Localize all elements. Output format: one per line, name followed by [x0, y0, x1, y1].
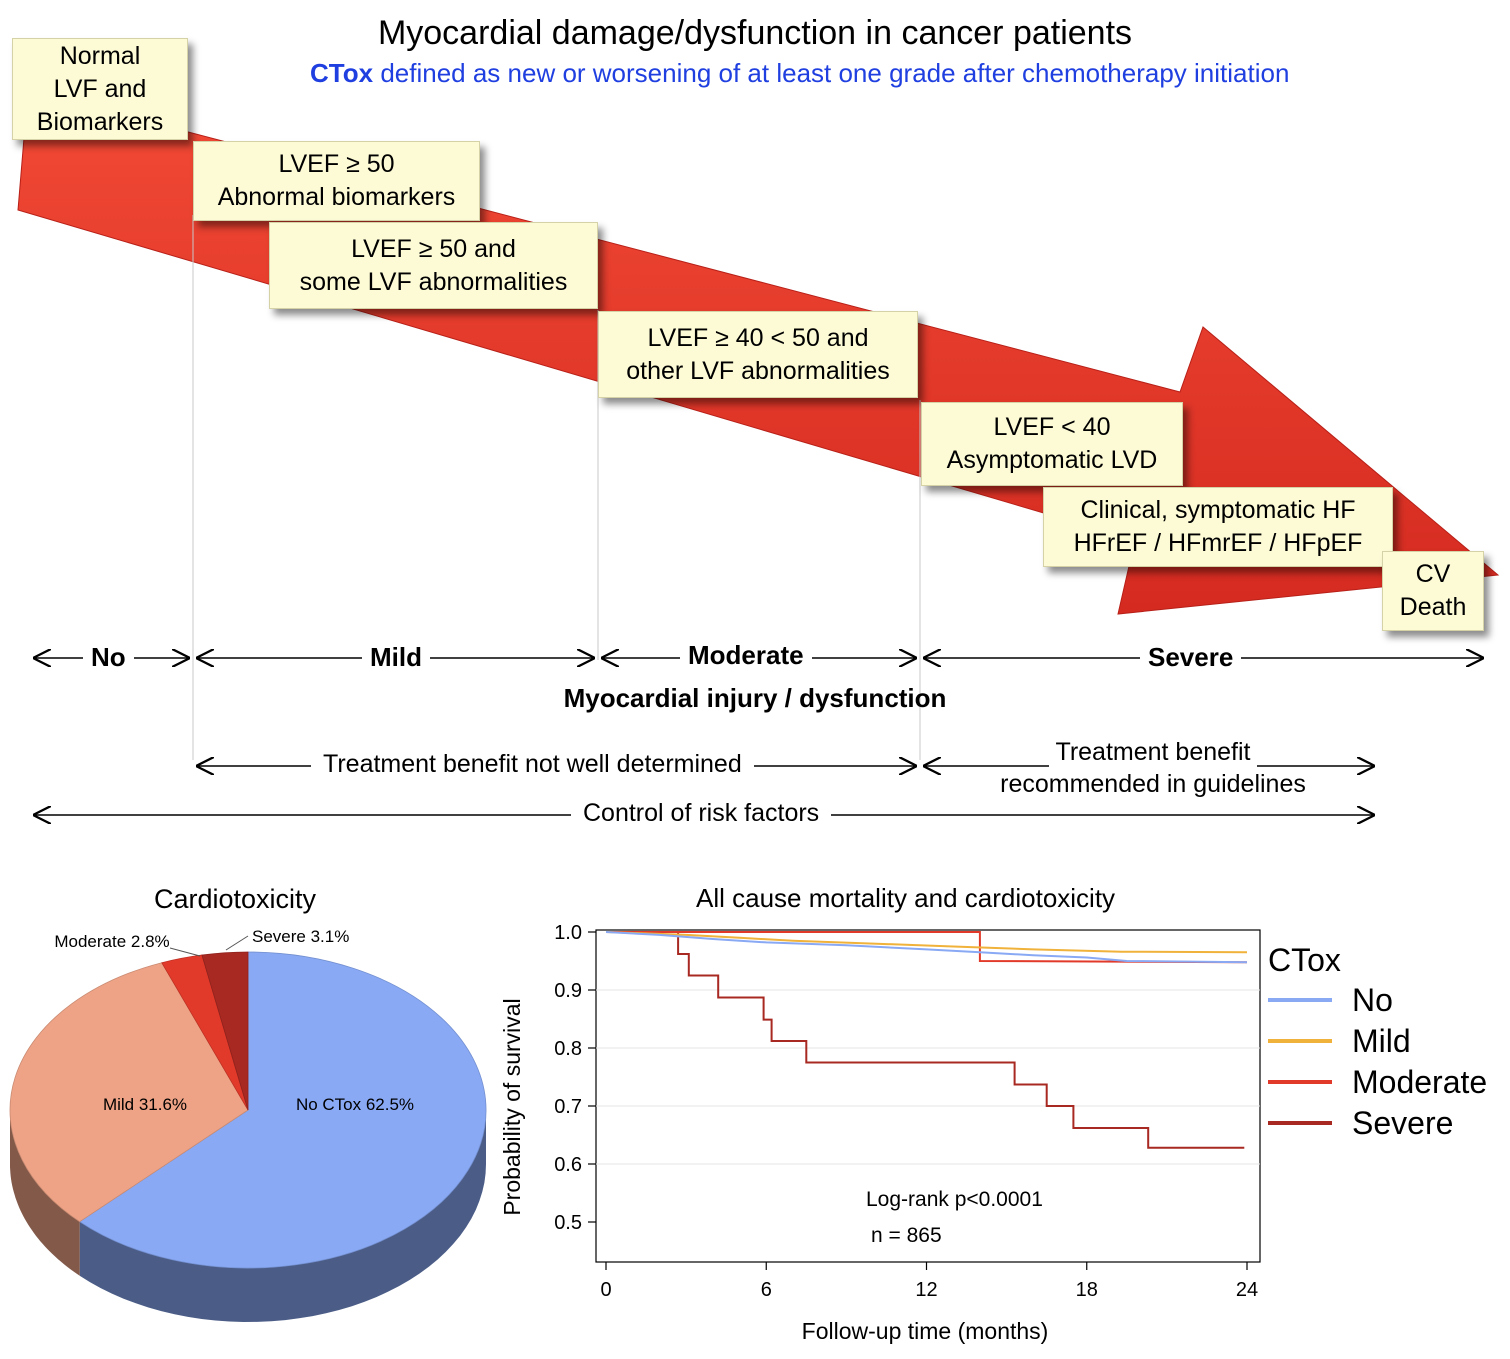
severity-mild-label: Mild: [362, 642, 430, 673]
diagram-title: Myocardial damage/dysfunction in cancer …: [377, 14, 1133, 52]
legend-item-severe: Severe: [1268, 1103, 1453, 1143]
pie-slice-1: [9, 962, 249, 1223]
severity-moderate-label: Moderate: [680, 640, 812, 671]
km-frame: [595, 929, 1261, 1263]
km-xtick-2: 12: [915, 1279, 937, 1301]
km-ytick-5: 1.0: [554, 922, 582, 944]
km-ytick-4: 0.9: [554, 980, 582, 1002]
progression-diagram: [17, 89, 1500, 840]
diagram-subtitle: CTox defined as new or worsening of at l…: [0, 58, 1510, 89]
km-xtick-4: 24: [1236, 1279, 1258, 1301]
legend-label-moderate: Moderate: [1352, 1063, 1488, 1100]
km-line-no: [605, 931, 1248, 964]
km-xtick-3: 18: [1076, 1279, 1098, 1301]
km-logrank-annotation: Log-rank p<0.0001: [866, 1188, 1043, 1211]
km-ytick-0: 0.5: [554, 1212, 582, 1234]
km-xtick-1: 6: [761, 1279, 772, 1301]
pie-leader-moderate: [169, 947, 201, 957]
km-title: All cause mortality and cardiotoxicity: [696, 883, 1116, 913]
treatment-recommended-label: Treatment benefit recommended in guideli…: [972, 736, 1334, 800]
pie-slice-0: [78, 951, 487, 1269]
km-line-mild: [605, 931, 1248, 954]
legend-label-no: No: [1352, 981, 1393, 1018]
stage-box-lvef-under-40: LVEF < 40 Asymptomatic LVD: [921, 402, 1183, 486]
control-risk-label: Control of risk factors: [571, 799, 832, 828]
km-ylabel: Probability of survival: [499, 998, 525, 1215]
stage-box-lvf-abnormalities: LVEF ≥ 50 and some LVF abnormalities: [269, 222, 598, 309]
legend-item-no: No: [1268, 980, 1393, 1020]
pie-chart: No CTox 62.5% Mild 31.6% Moderate 2.8% Seve…: [9, 927, 487, 1322]
pie-label-3: Severe 3.1%: [252, 927, 349, 946]
km-ytick-2: 0.7: [554, 1096, 582, 1118]
legend-item-mild: Mild: [1268, 1021, 1411, 1061]
treatment-recommended-line1: Treatment benefit: [1049, 736, 1257, 768]
legend-swatch-moderate: [1268, 1080, 1332, 1084]
pie-side-0: [79, 1110, 486, 1322]
legend-swatch-severe: [1268, 1121, 1332, 1125]
legend-swatch-no: [1268, 998, 1332, 1002]
km-chart: 0.5 0.6 0.7 0.8 0.9 1.0 0 6 12 18 24 Follow-up time…: [499, 922, 1261, 1344]
legend-title: CTox: [1268, 942, 1341, 978]
treatment-recommended-line2: recommended in guidelines: [994, 768, 1312, 800]
pie-title: Cardiotoxicity: [154, 884, 317, 914]
pie-slice-3: [201, 951, 249, 1111]
km-xlabel: Follow-up time (months): [802, 1318, 1049, 1344]
legend-label-severe: Severe: [1352, 1104, 1454, 1141]
km-ytick-1: 0.6: [554, 1154, 582, 1176]
stage-box-cv-death: CV Death: [1382, 551, 1484, 631]
km-xtick-0: 0: [600, 1279, 611, 1301]
legend-item-moderate: Moderate: [1268, 1062, 1487, 1102]
pie-label-0: No CTox 62.5%: [296, 1095, 414, 1114]
subtitle-ctox: CTox: [310, 58, 374, 88]
pie-label-1: Mild 31.6%: [103, 1095, 187, 1114]
severity-no-label: No: [83, 642, 134, 673]
myocardial-injury-axis-label: Myocardial injury / dysfunction: [563, 683, 947, 713]
stage-box-normal: Normal LVF and Biomarkers: [12, 38, 188, 140]
legend-label-mild: Mild: [1352, 1022, 1411, 1059]
treatment-not-determined-label: Treatment benefit not well determined: [311, 750, 754, 779]
km-line-severe: [606, 931, 1245, 1149]
stage-box-abnormal-biomarkers: LVEF ≥ 50 Abnormal biomarkers: [193, 141, 480, 221]
km-legend: No Mild Moderate Severe: [1268, 980, 1508, 1150]
pie-leader-severe: [225, 935, 249, 951]
subtitle-rest: defined as new or worsening of at least …: [380, 58, 1290, 88]
km-ytick-3: 0.8: [554, 1038, 582, 1060]
km-n-annotation: n = 865: [871, 1224, 942, 1247]
stage-box-symptomatic-hf: Clinical, symptomatic HF HFrEF / HFmrEF …: [1043, 487, 1393, 567]
legend-swatch-mild: [1268, 1039, 1332, 1043]
stage-box-lvef-40-50: LVEF ≥ 40 < 50 and other LVF abnormaliti…: [598, 311, 918, 398]
pie-label-2: Moderate 2.8%: [54, 932, 169, 951]
severity-severe-label: Severe: [1140, 642, 1242, 673]
